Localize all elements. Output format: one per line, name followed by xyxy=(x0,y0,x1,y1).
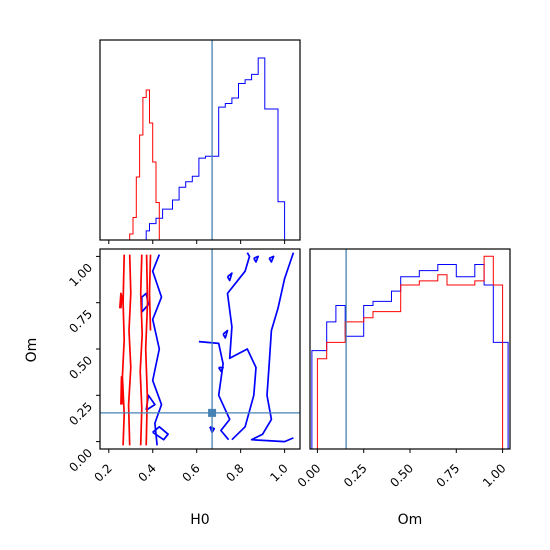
truth-marker xyxy=(208,408,217,417)
om-x-tick-label: 1.00 xyxy=(480,461,509,490)
contour-series-b-1 xyxy=(152,425,169,441)
contour-series-b-11 xyxy=(253,255,260,263)
axis-labels: H0 Om Om xyxy=(24,338,422,528)
joint-x-tick-label: 0.8 xyxy=(223,461,246,484)
contour-series-b-6 xyxy=(250,252,295,443)
x-axis-label-om: Om xyxy=(398,512,423,528)
joint-y-tick-label: 0.00 xyxy=(66,446,95,475)
joint-y-tick-label: 1.00 xyxy=(66,261,95,290)
om-x-tick-label: 0.00 xyxy=(295,461,324,490)
contour-series-a-0 xyxy=(121,254,126,446)
contour-series-a-2 xyxy=(139,254,144,446)
contour-series-b-12 xyxy=(268,255,275,263)
om-x-tick-label: 0.75 xyxy=(434,461,463,490)
h0-hist-series-a xyxy=(100,89,298,240)
om-x-tick-label: 0.25 xyxy=(341,461,370,490)
joint-x-tick-label: 0.6 xyxy=(179,461,202,484)
contour-series-b-0 xyxy=(151,254,163,446)
om-x-tick-label: 0.50 xyxy=(387,461,416,490)
contour-series-b-10 xyxy=(226,272,233,282)
joint-y-tick-label: 0.50 xyxy=(66,353,95,382)
joint-y-tick-label: 0.25 xyxy=(66,400,95,429)
contour-series-b-7 xyxy=(217,366,224,373)
contour-series-a-6 xyxy=(120,375,124,405)
y-axis-label-om: Om xyxy=(24,338,40,363)
contour-series-b-8 xyxy=(222,329,229,339)
contour-series-a-4 xyxy=(148,254,152,331)
joint-y-tick-label: 0.75 xyxy=(66,307,95,336)
contour-series-b-4 xyxy=(198,340,231,441)
contour-series-a-5 xyxy=(118,292,123,309)
contour-series-a-3 xyxy=(144,254,149,446)
contour-series-b-5 xyxy=(226,252,257,441)
joint-x-tick-label: 0.2 xyxy=(92,461,115,484)
om-hist-series-b xyxy=(311,264,509,449)
joint-x-tick-label: 1.0 xyxy=(267,461,290,484)
om-hist-series-a xyxy=(311,255,509,449)
h0-hist-frame xyxy=(99,39,301,241)
om-hist-frame xyxy=(309,248,511,450)
joint-x-tick-label: 0.4 xyxy=(135,461,158,484)
h0-hist-series-b xyxy=(100,57,298,240)
h0-histogram-panel xyxy=(99,39,301,244)
x-axis-label-h0: H0 xyxy=(190,512,209,528)
om-histogram-panel: 0.00 0.25 0.50 0.75 1.00 xyxy=(295,248,511,490)
h0-om-contour-panel: 0.2 0.4 0.6 0.8 1.0 0.00 0.25 0.50 0.75 1.00 xyxy=(66,248,301,485)
contour-series-a-1 xyxy=(127,254,132,446)
